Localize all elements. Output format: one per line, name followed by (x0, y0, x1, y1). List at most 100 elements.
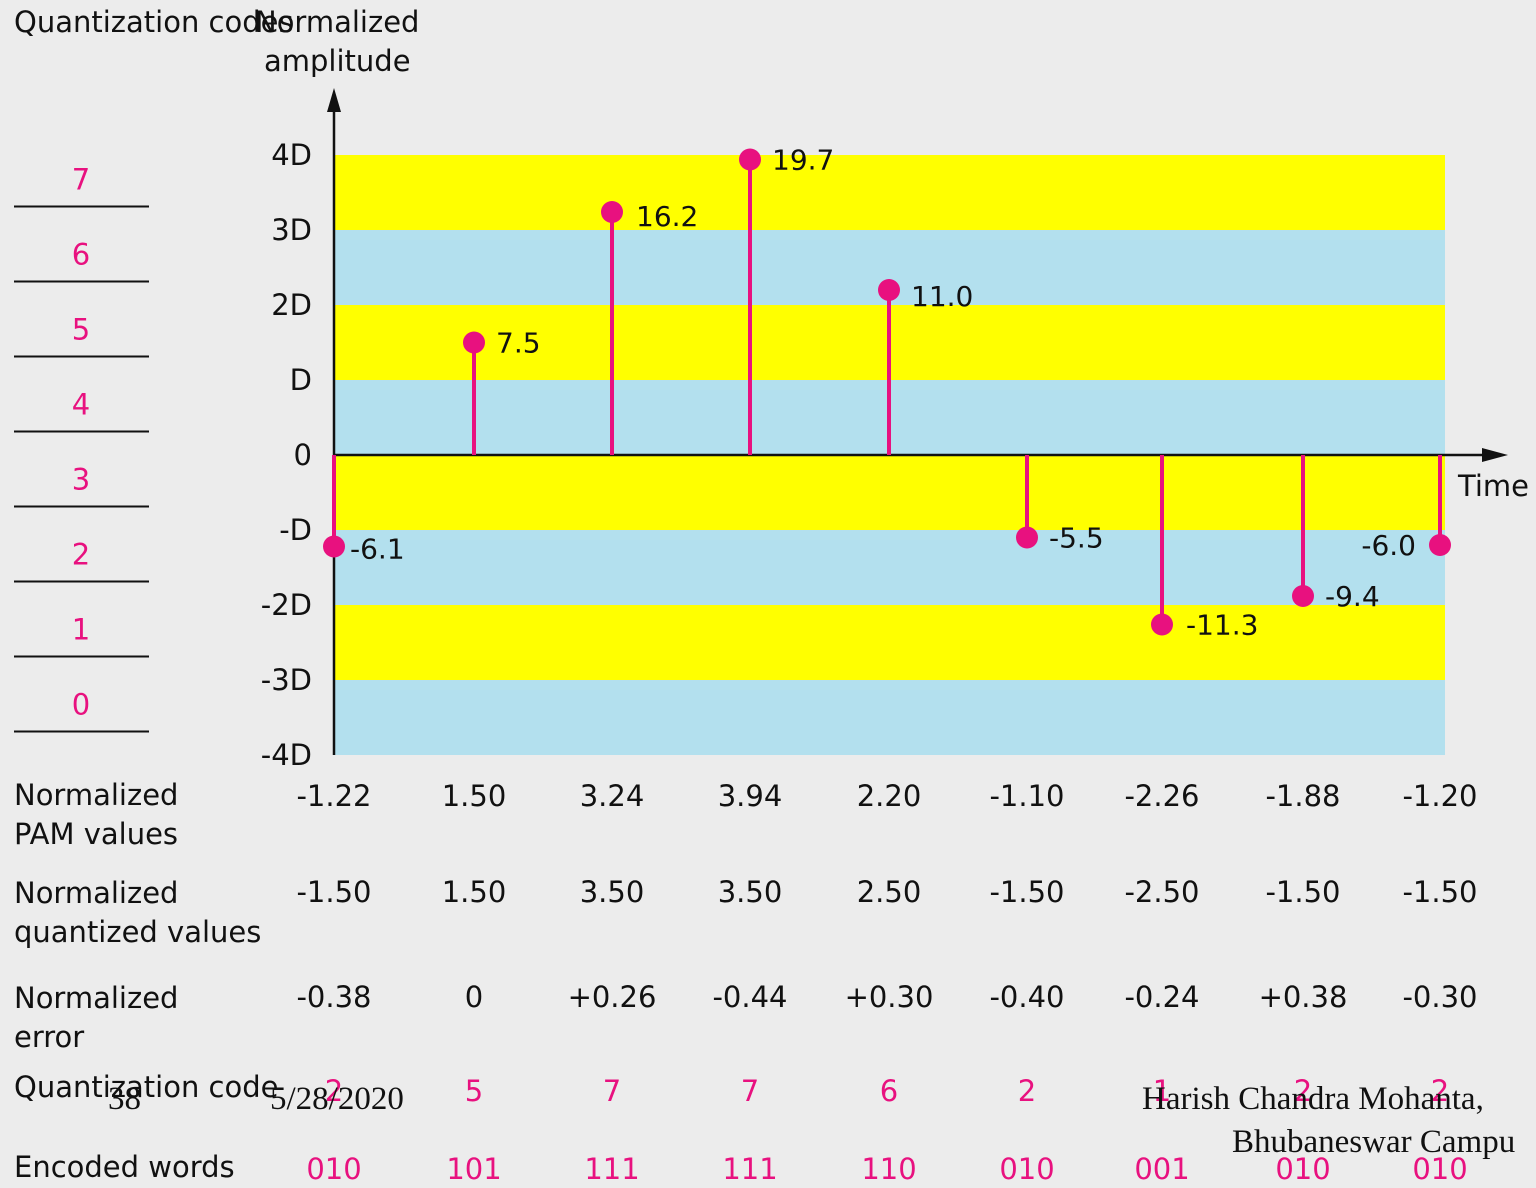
table-cell: -1.22 (296, 779, 372, 813)
quantization-code-4: 4 (72, 388, 90, 422)
table-cell: 2.20 (856, 779, 922, 813)
row-label-quantized: Normalized quantized values (14, 876, 262, 949)
table-cell: 3.24 (579, 779, 645, 813)
y-axis-title-line1: Normalized (255, 5, 420, 39)
table-cell: 1 (1152, 1074, 1172, 1108)
stem-value-label-4: 19.7 (772, 144, 834, 177)
quantization-code-1: 1 (72, 613, 90, 647)
band-0 (334, 155, 1445, 230)
table-cell: 010 (1412, 1152, 1468, 1186)
table-cell: 111 (722, 1152, 778, 1186)
y-tick-label: -D (279, 513, 312, 547)
table-cell: +0.26 (567, 980, 657, 1014)
table-cell: 010 (306, 1152, 362, 1186)
author-line-2: Bhubaneswar Campu (1232, 1124, 1516, 1160)
table-cell: +0.30 (844, 980, 934, 1014)
stem-value-label-8: -9.4 (1325, 580, 1380, 613)
quantization-code-2: 2 (72, 538, 90, 572)
slide-date: 5/28/2020 (270, 1081, 404, 1117)
table-cell: 0 (464, 980, 484, 1014)
y-axis-arrow (327, 88, 341, 112)
table-cell: 6 (879, 1074, 899, 1108)
stem-marker-4 (739, 148, 761, 171)
quantization-codes-header: Quantization codes (14, 5, 294, 39)
x-axis-label: Time (1457, 469, 1529, 503)
y-axis-title-line2: amplitude (264, 44, 411, 78)
table-cell: 2.50 (856, 875, 922, 909)
table-cell: 1.50 (441, 875, 507, 909)
quantization-code-5: 5 (72, 313, 90, 347)
table-cell: 2 (324, 1074, 344, 1108)
table-cell: 2 (1293, 1074, 1313, 1108)
stem-value-label-6: -5.5 (1049, 522, 1104, 555)
table-cell: 3.50 (717, 875, 783, 909)
band-7 (334, 680, 1445, 755)
table-cell: 2 (1017, 1074, 1037, 1108)
stem-marker-7 (1151, 613, 1173, 636)
table-cell: 1.50 (441, 779, 507, 813)
stem-marker-2 (463, 331, 485, 354)
table-cell: -1.50 (296, 875, 372, 909)
x-axis-arrow (1482, 448, 1508, 462)
table-cell: -0.24 (1124, 980, 1200, 1014)
y-tick-label: 0 (294, 438, 312, 472)
table-cell: -2.26 (1124, 779, 1200, 813)
quantization-code-7: 7 (72, 163, 90, 197)
stem-value-label-9: -6.0 (1361, 529, 1416, 562)
y-tick-label: -3D (261, 663, 312, 697)
band-4 (334, 455, 1445, 530)
stem-value-label-3: 16.2 (636, 200, 698, 233)
table-cell: -0.44 (712, 980, 788, 1014)
stem-marker-1 (323, 535, 345, 558)
table-cell: -1.50 (989, 875, 1065, 909)
table-cell: -1.10 (989, 779, 1065, 813)
table-cell: 7 (740, 1074, 760, 1108)
y-tick-label: 2D (271, 288, 312, 322)
table-cell: 111 (584, 1152, 640, 1186)
stem-marker-8 (1292, 585, 1314, 607)
row-label-encoded: Encoded words (14, 1150, 235, 1184)
stem-value-label-5: 11.0 (911, 280, 973, 313)
stem-marker-9 (1429, 534, 1451, 556)
quantization-code-6: 6 (72, 238, 90, 272)
table-cell: -1.20 (1402, 779, 1478, 813)
table-cell: 001 (1134, 1152, 1190, 1186)
table-cell: +0.38 (1258, 980, 1348, 1014)
stem-value-label-7: -11.3 (1186, 609, 1258, 642)
table-cell: 010 (999, 1152, 1055, 1186)
table-cell: -1.88 (1265, 779, 1341, 813)
table-cell: 3.94 (717, 779, 783, 813)
y-tick-label: -2D (261, 588, 312, 622)
stem-marker-5 (878, 279, 900, 301)
stem-marker-3 (601, 201, 623, 223)
table-cell: -0.30 (1402, 980, 1478, 1014)
table-cell: -0.40 (989, 980, 1065, 1014)
row-label-pam: Normalized PAM values (14, 778, 179, 851)
table-cell: 5 (464, 1074, 484, 1108)
y-tick-label: -4D (261, 738, 312, 772)
stem-value-label-1: -6.1 (350, 533, 405, 566)
quantization-code-0: 0 (72, 688, 90, 722)
table-cell: 010 (1275, 1152, 1331, 1186)
band-6 (334, 605, 1445, 680)
table-cell: 7 (602, 1074, 622, 1108)
author-line-1: Harish Chandra Mohanta, (1142, 1081, 1484, 1117)
y-tick-label: D (290, 363, 312, 397)
row-label-error: Normalized error (14, 981, 179, 1054)
table-cell: 3.50 (579, 875, 645, 909)
table-cell: 110 (861, 1152, 917, 1186)
stem-value-label-2: 7.5 (496, 327, 541, 360)
table-cell: -2.50 (1124, 875, 1200, 909)
row-label-qcode: Quantization code (14, 1070, 279, 1104)
table-cell: 101 (446, 1152, 502, 1186)
y-tick-label: 3D (271, 213, 312, 247)
stem-marker-6 (1016, 526, 1038, 549)
table-cell: -1.50 (1265, 875, 1341, 909)
table-cell: -1.50 (1402, 875, 1478, 909)
y-tick-label: 4D (271, 138, 312, 172)
table-cell: -0.38 (296, 980, 372, 1014)
quantization-code-3: 3 (72, 463, 90, 497)
band-5 (334, 530, 1445, 605)
